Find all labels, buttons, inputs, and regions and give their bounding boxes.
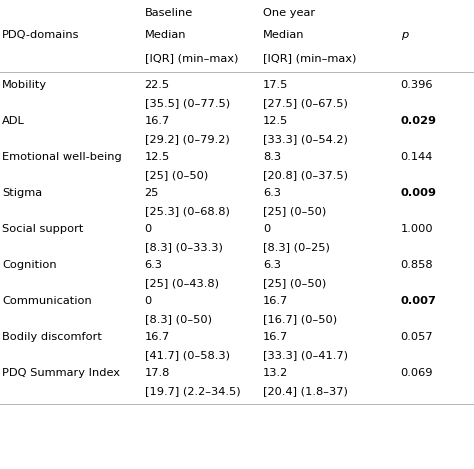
Text: PDQ Summary Index: PDQ Summary Index [2, 368, 120, 378]
Text: Communication: Communication [2, 296, 92, 306]
Text: Baseline: Baseline [145, 8, 193, 18]
Text: Stigma: Stigma [2, 188, 43, 198]
Text: Emotional well-being: Emotional well-being [2, 152, 122, 162]
Text: 0.144: 0.144 [401, 152, 433, 162]
Text: [19.7] (2.2–34.5): [19.7] (2.2–34.5) [145, 386, 240, 396]
Text: 16.7: 16.7 [263, 296, 288, 306]
Text: [25.3] (0–68.8): [25.3] (0–68.8) [145, 206, 229, 216]
Text: 0.007: 0.007 [401, 296, 437, 306]
Text: 16.7: 16.7 [145, 332, 170, 342]
Text: [20.4] (1.8–37): [20.4] (1.8–37) [263, 386, 348, 396]
Text: [41.7] (0–58.3): [41.7] (0–58.3) [145, 350, 229, 360]
Text: 0.029: 0.029 [401, 116, 437, 126]
Text: [8.3] (0–33.3): [8.3] (0–33.3) [145, 242, 222, 252]
Text: 0.057: 0.057 [401, 332, 433, 342]
Text: 12.5: 12.5 [263, 116, 288, 126]
Text: 0.858: 0.858 [401, 260, 433, 270]
Text: 22.5: 22.5 [145, 80, 170, 90]
Text: 16.7: 16.7 [145, 116, 170, 126]
Text: 17.5: 17.5 [263, 80, 289, 90]
Text: Social support: Social support [2, 224, 84, 234]
Text: 0.009: 0.009 [401, 188, 437, 198]
Text: 0: 0 [145, 296, 152, 306]
Text: [8.3] (0–50): [8.3] (0–50) [145, 314, 211, 324]
Text: 6.3: 6.3 [145, 260, 163, 270]
Text: 0.396: 0.396 [401, 80, 433, 90]
Text: Mobility: Mobility [2, 80, 47, 90]
Text: [25] (0–43.8): [25] (0–43.8) [145, 278, 219, 288]
Text: Median: Median [145, 30, 186, 40]
Text: 6.3: 6.3 [263, 188, 281, 198]
Text: 16.7: 16.7 [263, 332, 288, 342]
Text: 0.069: 0.069 [401, 368, 433, 378]
Text: 17.8: 17.8 [145, 368, 170, 378]
Text: 8.3: 8.3 [263, 152, 281, 162]
Text: [20.8] (0–37.5): [20.8] (0–37.5) [263, 170, 348, 180]
Text: [IQR] (min–max): [IQR] (min–max) [145, 53, 238, 63]
Text: [16.7] (0–50): [16.7] (0–50) [263, 314, 337, 324]
Text: [27.5] (0–67.5): [27.5] (0–67.5) [263, 98, 348, 108]
Text: [35.5] (0–77.5): [35.5] (0–77.5) [145, 98, 230, 108]
Text: [25] (0–50): [25] (0–50) [263, 278, 326, 288]
Text: [25] (0–50): [25] (0–50) [263, 206, 326, 216]
Text: 6.3: 6.3 [263, 260, 281, 270]
Text: [33.3] (0–54.2): [33.3] (0–54.2) [263, 134, 348, 144]
Text: ADL: ADL [2, 116, 25, 126]
Text: 1.000: 1.000 [401, 224, 433, 234]
Text: [29.2] (0–79.2): [29.2] (0–79.2) [145, 134, 229, 144]
Text: Bodily discomfort: Bodily discomfort [2, 332, 102, 342]
Text: [IQR] (min–max): [IQR] (min–max) [263, 53, 356, 63]
Text: PDQ-domains: PDQ-domains [2, 30, 80, 40]
Text: 0: 0 [263, 224, 270, 234]
Text: Cognition: Cognition [2, 260, 57, 270]
Text: One year: One year [263, 8, 315, 18]
Text: $p$: $p$ [401, 30, 409, 42]
Text: [25] (0–50): [25] (0–50) [145, 170, 208, 180]
Text: Median: Median [263, 30, 305, 40]
Text: [33.3] (0–41.7): [33.3] (0–41.7) [263, 350, 348, 360]
Text: 12.5: 12.5 [145, 152, 170, 162]
Text: [8.3] (0–25): [8.3] (0–25) [263, 242, 330, 252]
Text: 25: 25 [145, 188, 159, 198]
Text: 0: 0 [145, 224, 152, 234]
Text: 13.2: 13.2 [263, 368, 288, 378]
